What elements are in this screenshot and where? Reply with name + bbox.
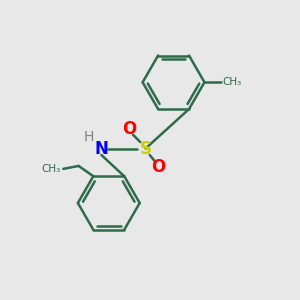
Text: S: S (140, 140, 152, 158)
Text: CH₃: CH₃ (223, 77, 242, 87)
Text: N: N (94, 140, 108, 158)
Text: O: O (151, 158, 165, 176)
Text: O: O (122, 120, 136, 138)
Text: H: H (84, 130, 94, 144)
Text: CH₃: CH₃ (42, 164, 61, 174)
